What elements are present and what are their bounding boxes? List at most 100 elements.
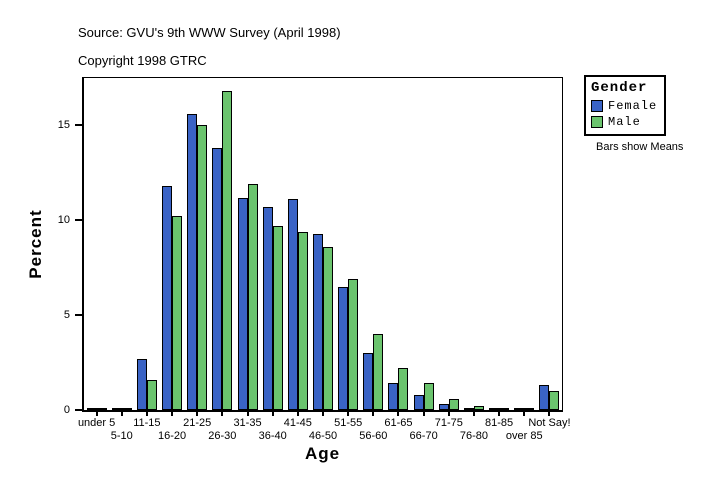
x-tick-mark — [523, 410, 526, 416]
bar-female-19 — [539, 385, 550, 410]
x-tick-label: 81-85 — [485, 417, 514, 429]
x-tick-label: over 85 — [505, 430, 543, 442]
x-tick-mark — [120, 410, 123, 416]
bar-female-13 — [388, 383, 399, 410]
bar-group — [109, 78, 134, 410]
plot-area: 0 5 10 15 under 5 5-10 11-15 16-20 21-25 26-30 31-… — [58, 77, 571, 442]
x-tick-label: 36-40 — [258, 430, 287, 442]
bar-group — [386, 78, 411, 410]
x-tick-label: 46-50 — [308, 430, 338, 442]
x-tick-label: 5-10 — [110, 430, 133, 442]
x-tick-label: 71-75 — [434, 417, 463, 429]
bar-group — [487, 78, 512, 410]
bar-group — [461, 78, 486, 410]
x-tick-mark — [196, 410, 199, 416]
x-axis-title: Age — [304, 444, 341, 463]
bar-male-19 — [549, 391, 560, 410]
bar-female-4 — [162, 186, 173, 410]
bar-male-3 — [146, 380, 157, 410]
legend-title: Gender — [591, 80, 648, 96]
x-tick-mark — [322, 410, 324, 416]
bar-group — [260, 78, 285, 410]
legend-row-male: Male — [591, 115, 659, 129]
bar-female-14 — [413, 395, 424, 410]
bar-female-6 — [212, 148, 223, 410]
x-tick-label: 31-35 — [233, 417, 262, 429]
bar-male-1 — [96, 408, 107, 410]
x-tick-label: 21-25 — [183, 417, 212, 429]
bar-female-11 — [338, 287, 349, 410]
copyright-line: Copyright 1998 GTRC — [78, 53, 207, 68]
legend-box: Gender Female Male — [584, 75, 666, 136]
x-tick-mark — [422, 410, 425, 416]
x-tick-mark — [472, 410, 475, 416]
bar-female-8 — [262, 207, 273, 410]
bar-male-17 — [499, 408, 510, 410]
bar-male-14 — [423, 383, 434, 410]
bar-group — [436, 78, 461, 410]
x-tick-label: 16-20 — [157, 430, 187, 442]
legend-note: Bars show Means — [596, 141, 684, 153]
bar-male-11 — [348, 279, 359, 410]
x-tick-label: 61-65 — [384, 417, 413, 429]
bar-group — [134, 78, 159, 410]
bar-group — [310, 78, 335, 410]
male-swatch — [591, 116, 603, 128]
y-tick-mark — [75, 219, 82, 222]
bar-male-13 — [398, 368, 409, 410]
female-swatch — [591, 100, 603, 112]
bar-female-7 — [237, 198, 248, 410]
bar-male-4 — [172, 216, 183, 410]
x-tick-mark — [372, 410, 375, 416]
x-tick-label: 51-55 — [334, 417, 363, 429]
bar-female-16 — [463, 408, 474, 410]
y-tick-label: 15 — [57, 119, 70, 132]
bar-group — [285, 78, 310, 410]
bar-male-7 — [247, 184, 258, 410]
source-line: Source: GVU's 9th WWW Survey (April 1998… — [78, 25, 341, 40]
y-tick-mark — [75, 314, 82, 317]
bar-male-2 — [121, 408, 132, 410]
x-tick-mark — [95, 410, 98, 416]
y-tick-label: 5 — [63, 309, 70, 322]
legend-rows: Female Male — [591, 99, 659, 129]
bar-group — [512, 78, 537, 410]
legend-label-female: Female — [608, 99, 658, 113]
bar-female-9 — [287, 199, 298, 410]
bar-group — [185, 78, 210, 410]
x-tick-mark — [347, 410, 350, 416]
x-tick-label: under 5 — [77, 417, 116, 429]
bar-male-12 — [373, 334, 384, 410]
bar-male-8 — [272, 226, 283, 410]
x-tick-mark — [145, 410, 148, 416]
bar-group — [210, 78, 235, 410]
y-tick-mark — [75, 124, 82, 127]
bar-group — [336, 78, 361, 410]
x-tick-label: 66-70 — [409, 430, 438, 442]
x-tick-label: 11-15 — [133, 417, 161, 429]
x-tick-label: 76-80 — [459, 430, 488, 442]
bar-female-2 — [111, 408, 122, 410]
legend-label-male: Male — [608, 115, 641, 129]
bar-male-10 — [322, 247, 333, 410]
bar-female-15 — [438, 404, 449, 410]
x-tick-mark — [296, 410, 299, 416]
x-tick-label: 56-60 — [359, 430, 388, 442]
bar-female-10 — [312, 234, 323, 410]
x-tick-mark — [246, 410, 249, 416]
x-tick-label: 26-30 — [208, 430, 237, 442]
bar-male-6 — [222, 91, 233, 410]
bar-group — [159, 78, 184, 410]
x-tick-label: 41-45 — [283, 417, 312, 429]
x-tick-mark — [447, 410, 450, 416]
x-tick-mark — [498, 410, 501, 416]
x-tick-label: Not Say! — [528, 417, 571, 429]
bar-female-5 — [187, 114, 198, 410]
bar-group — [411, 78, 436, 410]
bar-group — [361, 78, 386, 410]
y-tick-label: 0 — [63, 404, 70, 416]
bar-male-15 — [448, 399, 459, 410]
bar-group — [537, 78, 562, 410]
bar-female-17 — [489, 408, 500, 410]
